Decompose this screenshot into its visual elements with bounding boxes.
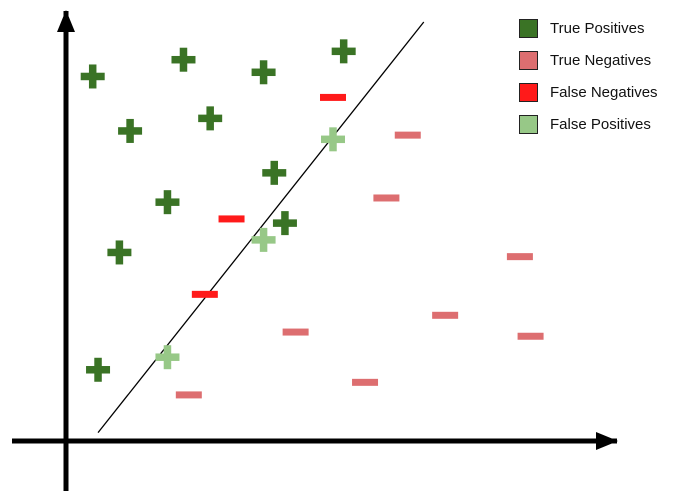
false-negative-marker-2	[218, 215, 245, 223]
legend-label-false-negatives: False Negatives	[550, 83, 658, 101]
legend: True Positives True Negatives False Nega…	[519, 17, 658, 145]
data-points	[80, 39, 544, 399]
true-positive-marker-11	[331, 39, 356, 64]
true-negative-marker-7	[352, 378, 379, 386]
false-negatives-swatch	[519, 82, 538, 102]
true-positive-marker-8	[107, 240, 132, 265]
false-positive-marker-3	[155, 345, 180, 370]
true-negatives-swatch	[519, 50, 538, 70]
legend-item-true-positives: True Positives	[519, 17, 658, 39]
true-negative-marker-8	[175, 391, 202, 399]
true-positive-marker-5	[251, 60, 276, 85]
true-positive-marker-10	[272, 211, 297, 236]
legend-label-true-negatives: True Negatives	[550, 51, 652, 69]
false-positive-marker-1	[321, 127, 345, 152]
true-positive-marker-1	[80, 64, 105, 89]
false-positives-swatch	[519, 114, 538, 134]
true-positive-marker-6	[262, 160, 287, 185]
true-positive-marker-3	[171, 47, 196, 72]
true-positive-marker-7	[155, 190, 180, 215]
decision-boundary-line	[97, 21, 425, 434]
true-negative-marker-5	[282, 328, 309, 336]
legend-item-true-negatives: True Negatives	[519, 49, 658, 71]
true-negative-marker-6	[517, 332, 544, 340]
true-positive-marker-2	[118, 118, 143, 143]
true-negative-marker-1	[394, 131, 421, 139]
false-positive-marker-2	[251, 227, 276, 252]
true-negative-marker-2	[373, 194, 400, 202]
legend-label-false-positives: False Positives	[550, 115, 651, 133]
legend-label-true-positives: True Positives	[550, 19, 645, 37]
true-negative-marker-3	[506, 253, 533, 261]
true-positives-swatch	[519, 18, 538, 38]
false-negative-marker-1	[320, 93, 346, 101]
true-negative-marker-4	[432, 311, 459, 319]
legend-item-false-negatives: False Negatives	[519, 81, 658, 103]
legend-item-false-positives: False Positives	[519, 113, 658, 135]
true-positive-marker-4	[198, 106, 223, 131]
true-positive-marker-9	[86, 357, 111, 382]
false-negative-marker-3	[191, 290, 218, 298]
